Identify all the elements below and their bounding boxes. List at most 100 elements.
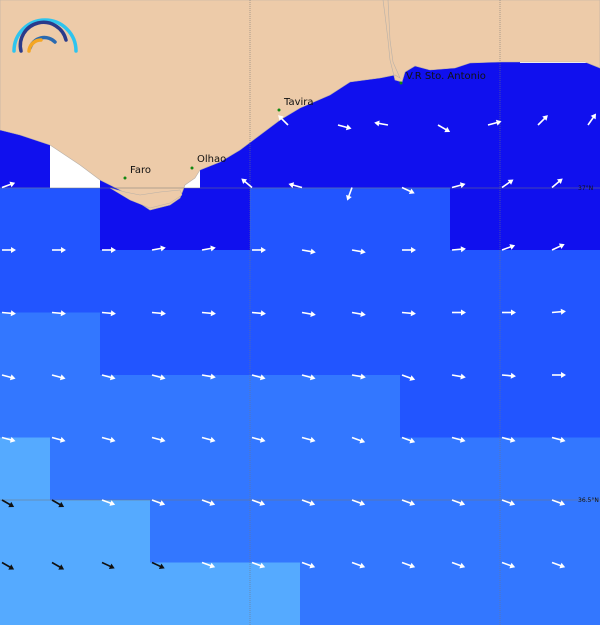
current-arrow-icon xyxy=(1,499,15,508)
current-cell xyxy=(500,187,551,251)
current-arrow-icon xyxy=(102,247,116,253)
current-arrow-icon xyxy=(374,120,389,127)
current-cell xyxy=(300,375,351,438)
current-cell xyxy=(250,312,301,376)
current-arrow-icon xyxy=(301,561,316,569)
current-cell xyxy=(400,562,451,625)
current-cell xyxy=(300,187,351,251)
current-arrow-icon xyxy=(437,124,451,133)
current-arrow-icon xyxy=(451,373,466,380)
current-arrow-icon xyxy=(251,499,266,506)
current-arrow-icon xyxy=(552,372,566,378)
current-arrow-icon xyxy=(587,113,597,126)
current-cell xyxy=(500,562,551,625)
current-arrow-icon xyxy=(51,310,66,317)
current-cell xyxy=(550,500,600,563)
current-arrow-icon xyxy=(401,186,415,195)
current-arrow-icon xyxy=(201,310,216,317)
current-arrow-icon xyxy=(151,499,166,506)
current-cell xyxy=(150,500,201,563)
current-arrow-icon xyxy=(151,374,166,381)
current-cell xyxy=(500,375,551,438)
current-cell xyxy=(300,500,351,563)
current-arrow-icon xyxy=(101,561,115,570)
current-cell xyxy=(200,250,251,313)
current-cell xyxy=(400,187,451,251)
current-arrow-icon xyxy=(351,561,366,569)
current-cell xyxy=(300,250,351,313)
current-arrow-icon xyxy=(1,310,16,317)
current-cell xyxy=(350,375,401,438)
current-cell xyxy=(50,187,101,251)
current-cell xyxy=(550,187,600,251)
current-arrow-icon xyxy=(52,247,66,253)
current-arrow-icon xyxy=(551,243,565,251)
current-arrow-icon xyxy=(151,561,165,570)
current-arrow-icon xyxy=(201,499,216,506)
current-cell xyxy=(100,312,151,376)
current-cell xyxy=(350,250,401,313)
current-arrow-icon xyxy=(251,561,266,569)
current-arrow-icon xyxy=(551,436,566,443)
current-cell xyxy=(550,437,600,501)
current-arrow-icon xyxy=(451,436,466,443)
current-arrow-icon xyxy=(351,499,366,506)
current-cell xyxy=(100,500,151,563)
current-arrow-icon xyxy=(501,436,516,443)
current-arrow-icon xyxy=(151,310,166,317)
city-marker-olhao xyxy=(190,166,194,170)
current-cell xyxy=(0,250,51,313)
current-cell xyxy=(150,250,201,313)
current-cell xyxy=(50,250,101,313)
current-arrow-icon xyxy=(101,499,116,506)
current-cell xyxy=(50,500,101,563)
current-arrow-icon xyxy=(278,115,289,126)
city-marker-vrsa xyxy=(399,81,403,85)
current-arrow-icon xyxy=(201,561,216,569)
current-cell xyxy=(200,500,251,563)
current-cell xyxy=(350,562,401,625)
current-cell xyxy=(250,250,301,313)
current-cell xyxy=(300,437,351,501)
current-cell xyxy=(100,375,151,438)
current-cell xyxy=(500,500,551,563)
current-cell xyxy=(450,562,501,625)
current-arrow-icon xyxy=(452,309,466,316)
current-arrow-icon xyxy=(351,248,366,255)
lagoon-islands xyxy=(109,187,183,209)
current-arrow-icon xyxy=(501,372,516,379)
current-cell xyxy=(250,562,301,625)
city-label-vrsa: V.R Sto. Antonio xyxy=(406,71,486,82)
city-label-faro: Faro xyxy=(130,165,151,176)
current-arrow-icon xyxy=(351,311,366,318)
current-cell xyxy=(350,312,401,376)
current-arrow-icon xyxy=(501,561,516,569)
current-arrow-icon xyxy=(501,179,514,189)
wave-arcs-logo xyxy=(12,18,78,53)
current-cell xyxy=(300,312,351,376)
current-arrow-icon xyxy=(201,436,216,443)
current-arrow-icon xyxy=(451,499,466,506)
current-cell xyxy=(100,437,151,501)
current-cell xyxy=(150,437,201,501)
current-cell xyxy=(550,562,600,625)
city-marker-faro xyxy=(123,176,127,180)
current-arrow-icon xyxy=(401,374,416,381)
current-arrow-icon xyxy=(1,181,16,189)
current-arrow-icon xyxy=(1,436,16,443)
current-arrow-icon xyxy=(1,374,16,381)
current-arrow-icon xyxy=(401,561,416,569)
current-arrow-icon xyxy=(252,247,266,253)
current-cell xyxy=(150,375,201,438)
current-arrow-icon xyxy=(51,499,65,508)
current-cell xyxy=(0,375,51,438)
current-cell xyxy=(550,312,600,376)
current-arrow-icon xyxy=(551,308,566,315)
current-cell xyxy=(100,562,151,625)
current-arrow-icon xyxy=(51,436,66,443)
current-arrow-icon xyxy=(51,374,66,381)
current-arrow-icon xyxy=(201,245,216,252)
current-arrow-icon xyxy=(301,311,316,318)
current-cell xyxy=(250,437,301,501)
